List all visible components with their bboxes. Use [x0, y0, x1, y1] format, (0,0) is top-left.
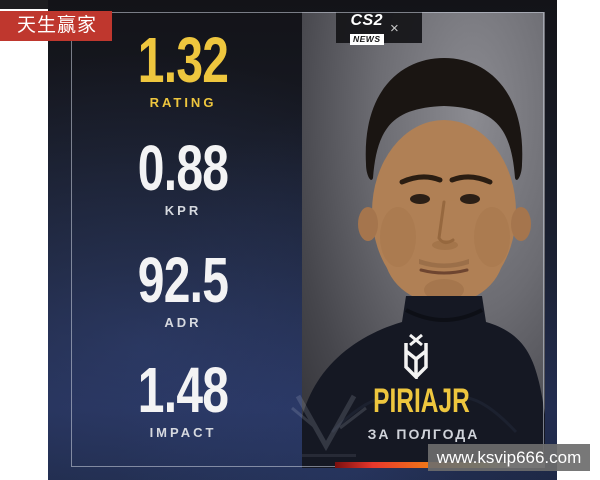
player-photo-illustration: [302, 58, 545, 468]
separator-x-icon: ×: [390, 20, 399, 37]
jersey-collar: [405, 308, 483, 322]
cs2-logo-text: CS2: [350, 12, 384, 29]
player-ear-right: [511, 207, 531, 241]
stat-kpr: 0.88 KPR: [73, 132, 293, 218]
stat-adr: 92.5 ADR: [73, 244, 293, 330]
cheek-shadow-left: [380, 207, 416, 267]
stat-rating-label: RATING: [149, 95, 217, 110]
cheek-shadow-right: [474, 207, 510, 267]
player-mouth: [419, 268, 469, 275]
player-jaw: [384, 200, 504, 304]
eyebrow-left: [399, 174, 443, 185]
stat-adr-value: 92.5: [137, 244, 229, 316]
mustache-shadow: [419, 259, 469, 268]
nose-shadow: [432, 240, 458, 250]
eye-left: [410, 194, 430, 204]
jersey-folds: [330, 396, 518, 434]
stat-adr-label: ADR: [164, 315, 202, 330]
stat-rating: 1.32 RATING: [73, 24, 293, 110]
stats-infographic: 1.32 RATING 0.88 KPR 92.5 ADR 1.48 IMPAC…: [48, 0, 557, 480]
url-watermark-badge[interactable]: www.ksvip666.com: [428, 444, 590, 471]
stat-impact: 1.48 IMPACT: [73, 354, 293, 440]
eyebrow-right: [449, 174, 493, 185]
stat-kpr-label: KPR: [164, 203, 202, 218]
eye-right: [460, 194, 480, 204]
player-hair: [365, 58, 523, 180]
stat-rating-value: 1.32: [137, 24, 229, 96]
period-label: ЗА ПОЛГОДА: [367, 426, 480, 442]
background-team-watermark-icon: [291, 394, 367, 457]
player-photo: CS2 NEWS × PIRIAJR ЗА ПОЛГОДА: [302, 12, 545, 468]
site-watermark-badge[interactable]: 天生赢家: [0, 11, 112, 41]
player-ear-left: [358, 207, 378, 241]
stat-impact-value: 1.48: [137, 354, 229, 426]
player-name: PIRIAJR: [373, 382, 470, 420]
news-logo-text: NEWS: [350, 34, 384, 45]
player-nose: [437, 200, 455, 245]
player-jersey: [302, 296, 545, 468]
chin-shadow: [424, 279, 464, 301]
stat-kpr-value: 0.88: [137, 132, 229, 204]
team-crest-icon: [404, 333, 428, 379]
cs2-news-logo: CS2 NEWS: [350, 13, 384, 47]
stat-impact-label: IMPACT: [149, 425, 217, 440]
